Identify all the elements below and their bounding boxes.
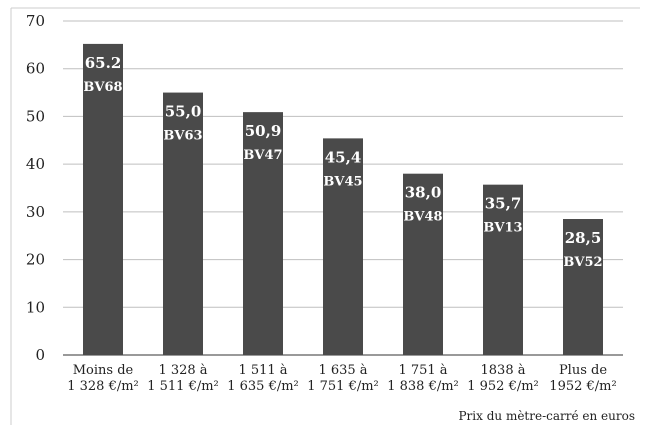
x-tick-label: 1838 à [481, 363, 526, 378]
bar-code-label: BV52 [563, 255, 602, 270]
bar-code-label: BV47 [243, 148, 282, 163]
bar-value-label: 28,5 [565, 229, 602, 247]
bar-code-label: BV13 [483, 221, 522, 236]
x-tick-label: Moins de [73, 363, 134, 378]
x-axis: Moins de1 328 €/m² 1 328 à1 511 €/m² 1 511… [67, 363, 616, 394]
bar [83, 43, 123, 355]
x-tick-label: 1 511 €/m² [147, 379, 219, 394]
y-tick-label: 50 [26, 107, 45, 125]
x-axis-title: Prix du mètre-carré en euros [458, 409, 635, 423]
bar [483, 184, 523, 355]
x-tick-label: 1 751 à [398, 363, 447, 378]
y-tick-label: 30 [26, 203, 45, 221]
bar [563, 219, 603, 355]
bar [403, 173, 443, 355]
bar-value-label: 38,0 [405, 184, 442, 202]
bar-value-label: 65.2 [85, 54, 122, 72]
x-tick-label: 1 511 à [238, 363, 287, 378]
x-tick-label: 1 838 €/m² [387, 379, 459, 394]
y-tick-label: 70 [26, 12, 45, 30]
bar-value-label: 50,9 [245, 122, 282, 140]
bar [243, 112, 283, 356]
y-tick-label: 20 [26, 251, 45, 269]
bar-code-label: BV68 [83, 80, 122, 95]
y-tick-label: 0 [35, 346, 45, 364]
y-axis: 0 10 20 30 40 50 60 70 [26, 12, 45, 364]
x-tick-label: 1 635 à [318, 363, 367, 378]
bar-code-label: BV63 [163, 129, 202, 144]
y-tick-label: 40 [26, 155, 45, 173]
x-tick-label: 1 328 à [158, 363, 207, 378]
bar [323, 138, 363, 355]
x-tick-label: 1 635 €/m² [227, 379, 299, 394]
y-tick-label: 10 [26, 298, 45, 316]
x-tick-label: 1952 €/m² [549, 379, 616, 394]
x-tick-label: Plus de [559, 363, 607, 378]
x-tick-label: 1 751 €/m² [307, 379, 379, 394]
x-tick-label: 1 328 €/m² [67, 379, 139, 394]
bars: 65.2 BV68 55,0 BV63 50,9 BV47 45,4 BV45 38,0 BV48… [83, 43, 603, 356]
bar-code-label: BV48 [403, 210, 442, 225]
bar-value-label: 35,7 [485, 195, 522, 213]
bar-value-label: 55,0 [165, 103, 202, 121]
x-tick-label: 1 952 €/m² [467, 379, 539, 394]
bar-code-label: BV45 [323, 174, 362, 189]
y-tick-label: 60 [26, 60, 45, 78]
bar [163, 92, 203, 356]
bar-value-label: 45,4 [325, 148, 362, 166]
